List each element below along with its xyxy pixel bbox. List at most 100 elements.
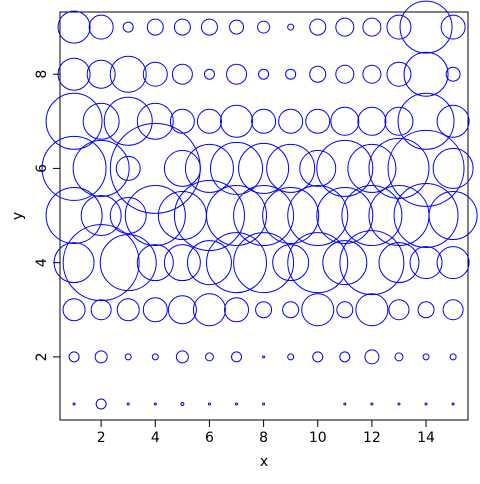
bubble: [72, 402, 76, 406]
y-tick-label: 4: [34, 258, 50, 267]
x-tick-label: 6: [205, 430, 214, 446]
bubble: [90, 299, 112, 321]
bubble: [287, 232, 349, 294]
bubble: [86, 59, 116, 89]
bubble: [196, 108, 222, 134]
bubble: [316, 187, 374, 245]
bubble: [397, 402, 401, 406]
bubble: [355, 293, 389, 327]
bubble: [103, 96, 153, 146]
bubble: [417, 301, 435, 319]
bubble: [124, 353, 132, 361]
bubble: [403, 51, 449, 97]
bubble: [309, 65, 327, 83]
bubble: [126, 402, 130, 406]
bubble: [316, 139, 374, 197]
bubble: [387, 129, 465, 207]
bubble: [272, 244, 310, 282]
bubble: [157, 191, 207, 241]
bubble: [384, 106, 414, 136]
bubble: [370, 402, 374, 406]
bubble: [428, 191, 478, 241]
y-axis-label: y: [10, 212, 26, 220]
bubble: [449, 353, 457, 361]
bubble: [94, 350, 108, 364]
bubble: [357, 106, 387, 136]
bubble: [115, 155, 141, 181]
bubble: [238, 142, 290, 194]
bubble: [235, 402, 239, 406]
bubble: [163, 244, 201, 282]
bubble: [451, 402, 455, 406]
bubble: [299, 149, 337, 187]
bubble: [80, 195, 122, 237]
bubble: [109, 55, 147, 93]
bubble: [336, 301, 354, 319]
bubble: [399, 0, 453, 54]
bubble: [409, 246, 443, 280]
bubble: [169, 108, 195, 134]
bubble: [124, 185, 186, 247]
bubble: [151, 353, 159, 361]
bubble: [72, 139, 130, 197]
bubble: [258, 68, 270, 80]
bubble: [171, 63, 193, 85]
bubble: [386, 61, 412, 87]
bubble: [422, 353, 430, 361]
bubble: [305, 108, 331, 134]
bubble: [88, 14, 114, 40]
x-tick-label: 2: [97, 430, 106, 446]
bubble: [206, 232, 268, 294]
bubble: [62, 298, 86, 322]
bubble: [424, 402, 428, 406]
bubble: [364, 349, 380, 365]
bubble: [262, 187, 320, 245]
bubble: [186, 240, 232, 286]
bubble: [386, 14, 412, 40]
bubble: [57, 10, 91, 44]
bubble: [180, 401, 185, 406]
bubble: [175, 350, 189, 364]
bubble: [95, 398, 107, 410]
y-tick-label: 2: [34, 352, 50, 361]
bubble: [339, 230, 405, 296]
bubble: [440, 14, 466, 40]
bubble: [41, 135, 107, 201]
bubble: [341, 185, 403, 247]
bubble: [287, 23, 295, 31]
bubble: [173, 180, 245, 252]
bubble: [309, 18, 327, 36]
bubble: [442, 299, 464, 321]
bubble: [68, 351, 80, 363]
bubble: [251, 108, 277, 134]
bubble: [62, 224, 140, 302]
bubble: [335, 17, 355, 37]
bubble: [255, 301, 273, 319]
bubble: [57, 57, 91, 91]
bubble: [278, 108, 304, 134]
bubble: [266, 143, 316, 193]
bubble: [445, 66, 461, 82]
bubble: [257, 20, 271, 34]
bubble: [204, 352, 214, 362]
bubble: [167, 295, 197, 325]
bubble: [203, 68, 215, 80]
bubble: [220, 104, 254, 138]
bubble: [368, 137, 430, 199]
bubble: [207, 402, 211, 406]
bubble: [45, 92, 103, 150]
bubble: [362, 17, 382, 37]
bubble: [262, 402, 266, 406]
bubble: [109, 122, 201, 214]
bubble: [224, 297, 250, 323]
bubble: [312, 351, 324, 363]
bubble: [339, 351, 351, 363]
x-tick-label: 8: [259, 430, 268, 446]
bubble: [206, 185, 268, 247]
bubble: [432, 147, 474, 189]
bubble: [53, 242, 95, 284]
bubble: [210, 141, 264, 195]
y-tick-label: 8: [34, 70, 50, 79]
bubble: [233, 185, 295, 247]
